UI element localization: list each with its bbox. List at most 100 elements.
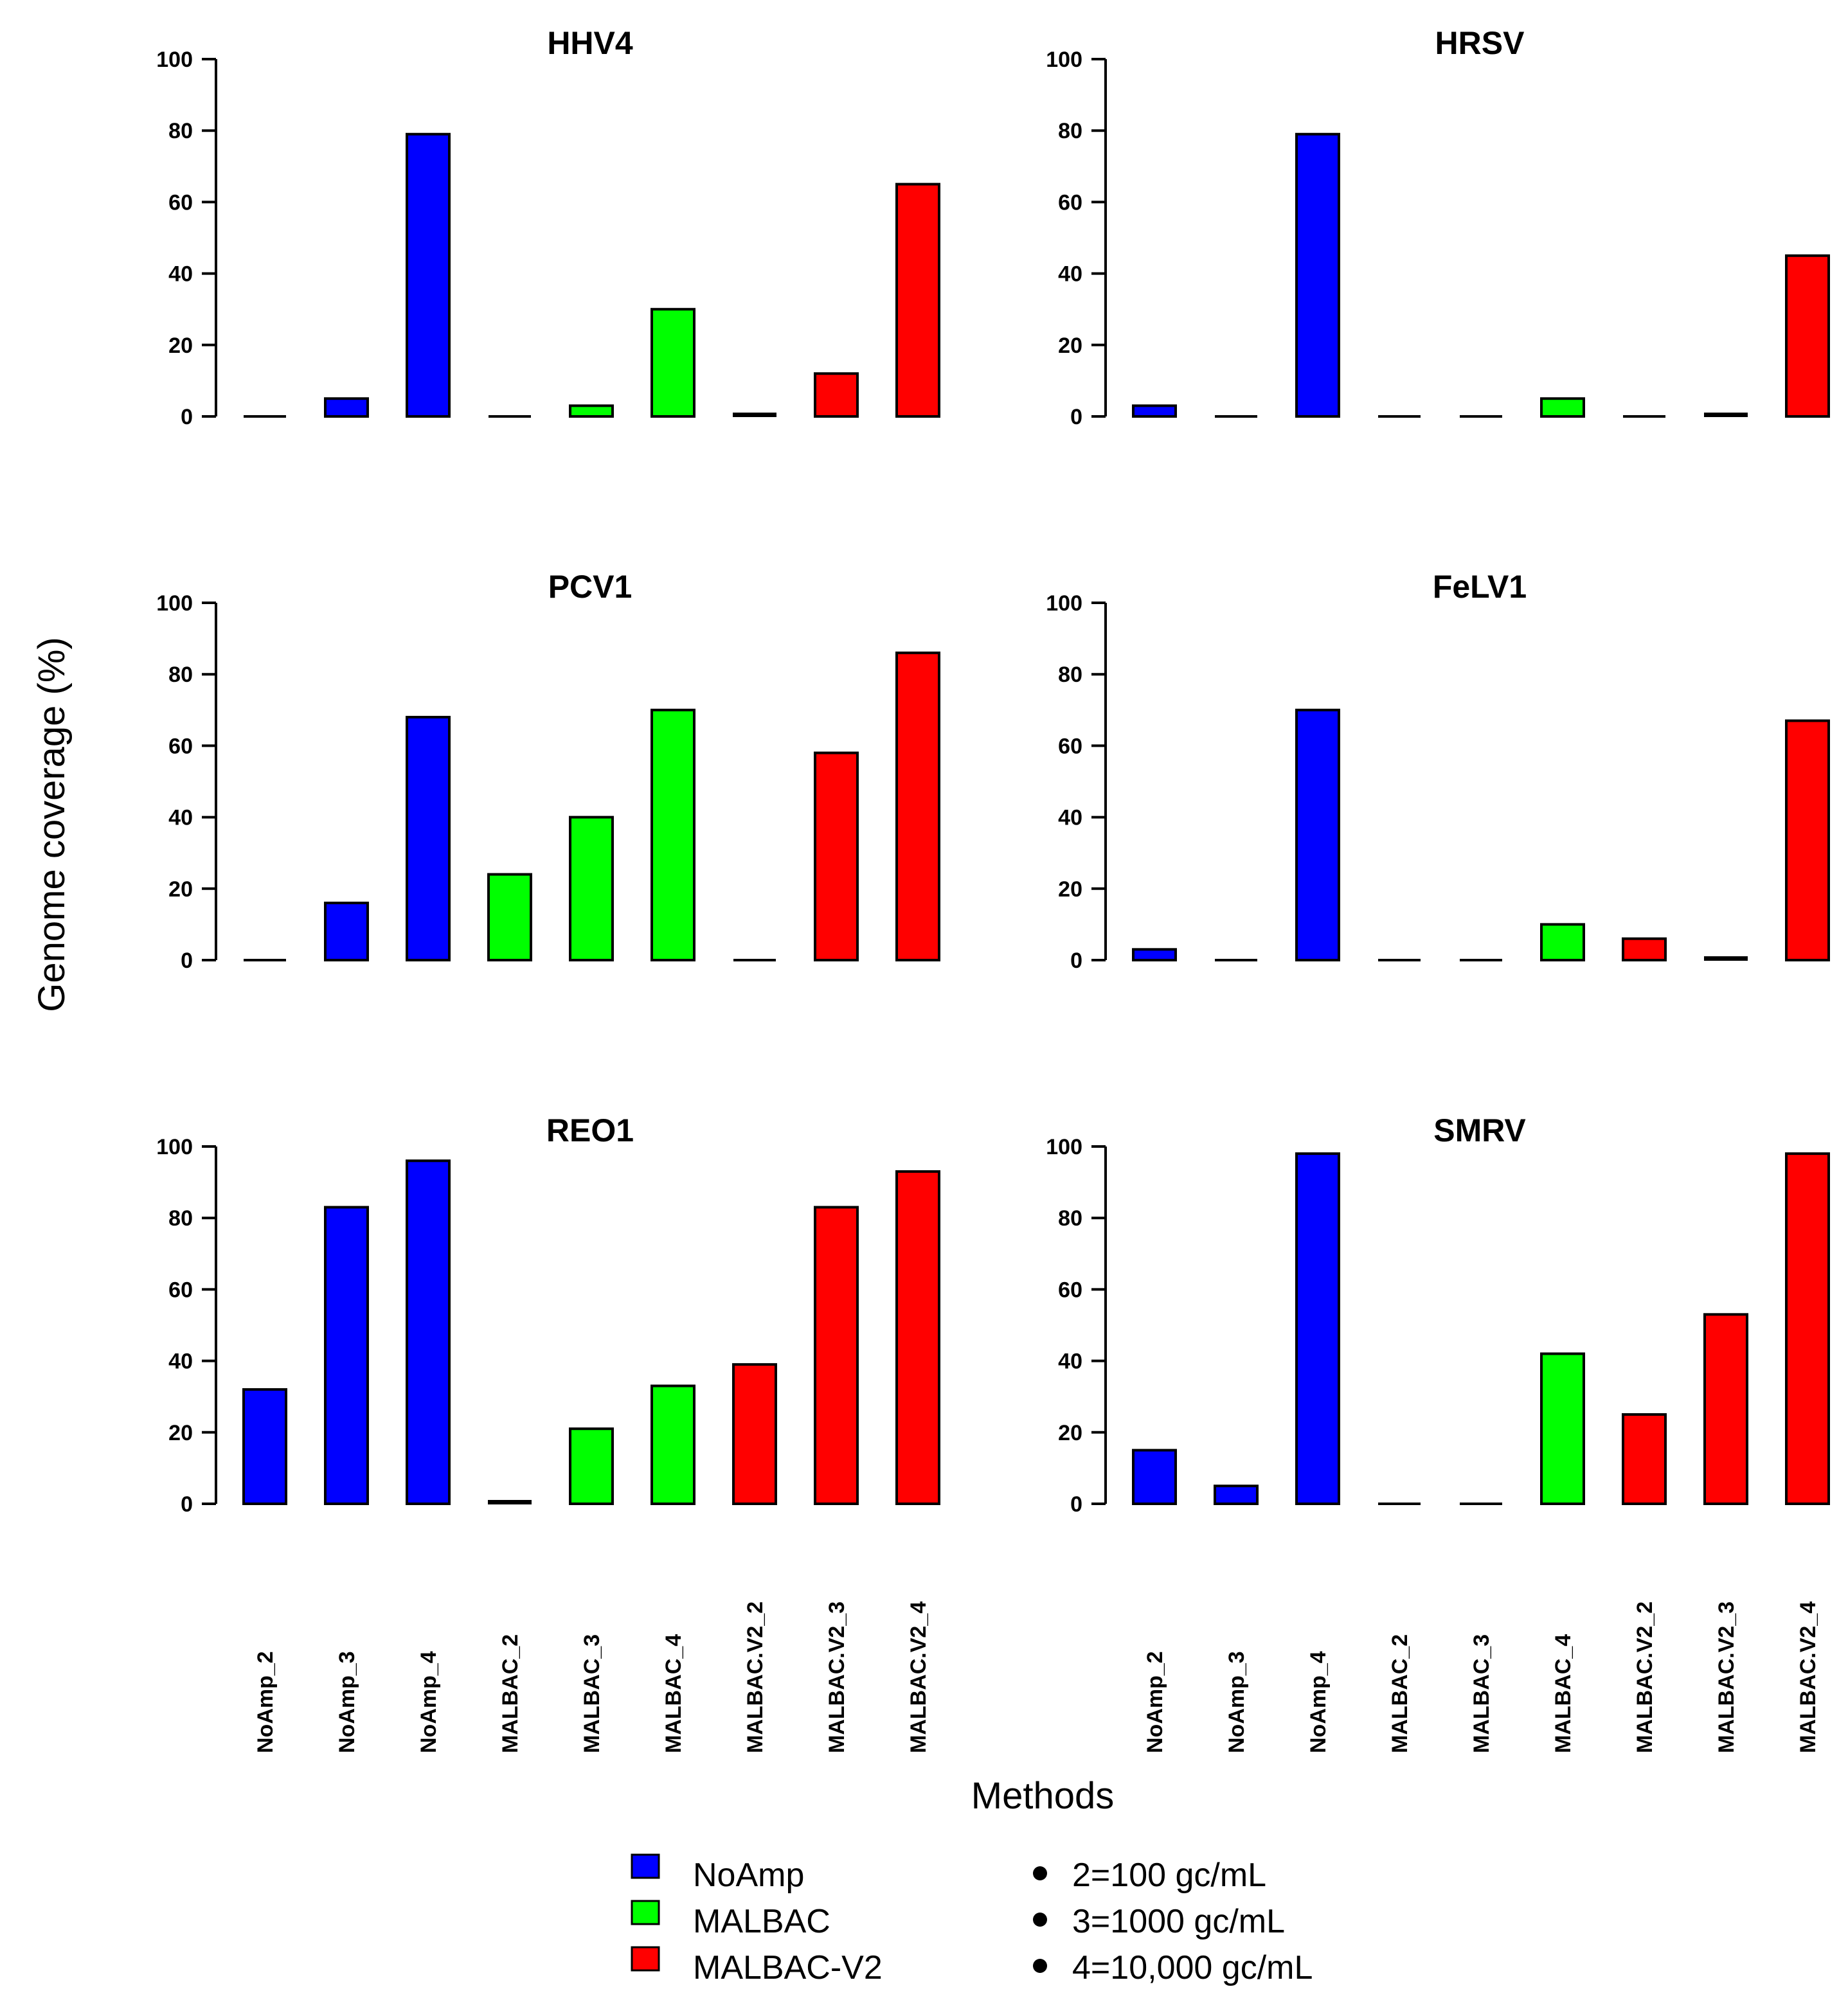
x-tick-label-reo1-malbac-2: MALBAC_2: [498, 1634, 523, 1753]
y-tick-label-hhv4-0: 0: [181, 405, 193, 429]
y-tick-label-hrsv-100: 100: [1046, 48, 1082, 72]
bar-smrv-malbac-4: [1540, 1352, 1585, 1505]
bar-pcv1-noamp-4: [406, 715, 451, 962]
y-tick-label-pcv1-100: 100: [156, 591, 193, 616]
x-tick-label-smrv-malbac-v2-3: MALBAC.V2_3: [1714, 1601, 1739, 1753]
y-tick-label-pcv1-20: 20: [168, 877, 193, 902]
bar-reo1-noamp-3: [324, 1206, 369, 1506]
panel-hrsv: HRSV 0 20 40 60 80 100: [1046, 25, 1830, 429]
bar-hhv4-malbac-v2-2: [733, 413, 776, 417]
y-tick-label-felv1-80: 80: [1058, 663, 1082, 687]
bar-smrv-malbac-v2-4: [1785, 1152, 1830, 1505]
y-tick-label-reo1-80: 80: [168, 1206, 193, 1231]
panel-pcv1: PCV1 0 20 40 60 80 100: [156, 569, 940, 973]
panel-title-felv1: FeLV1: [1433, 569, 1527, 605]
y-tick-label-reo1-40: 40: [168, 1350, 193, 1374]
y-tick-label-felv1-100: 100: [1046, 591, 1082, 616]
x-tick-label-reo1-noamp-3: NoAmp_3: [335, 1651, 359, 1753]
bar-reo1-malbac-2: [488, 1500, 532, 1504]
bar-hhv4-malbac-3: [569, 404, 614, 418]
panel-title-pcv1: PCV1: [548, 569, 632, 605]
y-tick-label-hrsv-40: 40: [1058, 262, 1082, 287]
bar-felv1-malbac-v2-4: [1785, 719, 1830, 961]
bar-reo1-malbac-v2-3: [814, 1206, 859, 1506]
legend-label-conc-2: 2=100 gc/mL: [1072, 1857, 1266, 1894]
panel-reo1: REO1 0 20 40 60 80 100 NoAmp_2 NoAmp_3 NoAmp_4 MAL…: [156, 1112, 940, 1753]
y-tick-label-hrsv-80: 80: [1058, 119, 1082, 143]
bar-felv1-malbac-v2-3: [1704, 956, 1748, 961]
y-tick-label-felv1-60: 60: [1058, 734, 1082, 758]
chart-panels: HHV4 0 20 40 60 80 100 HRSV 0 20 40 60 80 100 PCV1 0 20 4…: [156, 25, 1830, 1753]
legend-swatch-malbac: [631, 1900, 660, 1925]
legend-dot-conc-3: [1033, 1913, 1047, 1927]
panel-title-smrv: SMRV: [1433, 1112, 1526, 1148]
bar-reo1-malbac-3: [569, 1427, 614, 1505]
panel-title-reo1: REO1: [546, 1112, 634, 1148]
x-tick-label-smrv-malbac-v2-4: MALBAC.V2_4: [1796, 1601, 1820, 1753]
panel-felv1: FeLV1 0 20 40 60 80 100: [1046, 569, 1830, 973]
bar-pcv1-malbac-3: [569, 816, 614, 961]
bar-smrv-noamp-3: [1214, 1485, 1259, 1505]
legend-label-noamp: NoAmp: [693, 1857, 804, 1894]
bar-hrsv-malbac-v2-3: [1704, 413, 1748, 417]
x-tick-label-smrv-noamp-4: NoAmp_4: [1306, 1651, 1331, 1753]
legend-swatch-malbac-v2: [631, 1946, 660, 1972]
bar-pcv1-malbac-4: [650, 708, 695, 962]
y-tick-label-pcv1-80: 80: [168, 663, 193, 687]
bar-reo1-malbac-v2-4: [895, 1170, 940, 1506]
legend-swatch-noamp: [631, 1853, 660, 1879]
x-tick-label-smrv-malbac-v2-2: MALBAC.V2_2: [1633, 1601, 1657, 1753]
x-axis-title: Methods: [971, 1775, 1114, 1817]
legend-label-malbac-v2: MALBAC-V2: [693, 1949, 883, 1986]
x-tick-label-smrv-noamp-3: NoAmp_3: [1225, 1651, 1249, 1753]
y-tick-label-hrsv-0: 0: [1070, 405, 1082, 429]
bar-hrsv-malbac-v2-4: [1785, 254, 1830, 418]
y-tick-label-felv1-20: 20: [1058, 877, 1082, 902]
legend-label-conc-3: 3=1000 gc/mL: [1072, 1903, 1285, 1940]
bar-hrsv-noamp-2: [1132, 404, 1177, 418]
bar-reo1-noamp-2: [242, 1388, 287, 1506]
y-tick-label-smrv-40: 40: [1058, 1350, 1082, 1374]
x-tick-label-reo1-malbac-v2-4: MALBAC.V2_4: [906, 1601, 931, 1753]
y-tick-label-pcv1-40: 40: [168, 806, 193, 830]
panel-smrv: SMRV 0 20 40 60 80 100 NoAmp_2 NoAmp_3 NoAmp_4 MAL…: [1046, 1112, 1830, 1753]
bar-felv1-malbac-4: [1540, 923, 1585, 962]
bar-felv1-noamp-4: [1295, 708, 1340, 962]
y-tick-label-hhv4-60: 60: [168, 190, 193, 215]
y-tick-label-pcv1-0: 0: [181, 949, 193, 973]
legend-label-malbac: MALBAC: [693, 1903, 830, 1940]
y-tick-label-reo1-60: 60: [168, 1278, 193, 1302]
x-tick-label-reo1-malbac-v2-3: MALBAC.V2_3: [825, 1601, 849, 1753]
x-tick-label-reo1-malbac-4: MALBAC_4: [661, 1634, 686, 1753]
legend: NoAmp MALBAC MALBAC-V2 2=100 gc/mL 3=100…: [631, 1853, 1313, 1986]
x-tick-label-smrv-noamp-2: NoAmp_2: [1143, 1651, 1167, 1753]
x-tick-label-reo1-malbac-3: MALBAC_3: [580, 1634, 604, 1753]
y-tick-label-smrv-80: 80: [1058, 1206, 1082, 1231]
y-tick-label-smrv-100: 100: [1046, 1135, 1082, 1159]
bar-smrv-noamp-4: [1295, 1152, 1340, 1505]
y-tick-label-reo1-0: 0: [181, 1492, 193, 1517]
bar-pcv1-malbac-v2-4: [895, 651, 940, 962]
y-tick-label-hrsv-20: 20: [1058, 334, 1082, 358]
bar-hrsv-malbac-4: [1540, 397, 1585, 418]
legend-dot-conc-2: [1033, 1866, 1047, 1880]
bar-hhv4-malbac-4: [650, 308, 695, 418]
bar-hhv4-noamp-4: [406, 132, 451, 418]
y-tick-label-reo1-100: 100: [156, 1135, 193, 1159]
x-tick-label-smrv-malbac-2: MALBAC_2: [1388, 1634, 1412, 1753]
x-tick-label-smrv-malbac-3: MALBAC_3: [1469, 1634, 1494, 1753]
legend-label-conc-4: 4=10,000 gc/mL: [1072, 1949, 1313, 1986]
bar-hrsv-noamp-4: [1295, 132, 1340, 418]
y-tick-label-hhv4-40: 40: [168, 262, 193, 287]
y-tick-label-felv1-0: 0: [1070, 949, 1082, 973]
x-tick-label-reo1-noamp-4: NoAmp_4: [417, 1651, 441, 1753]
bar-pcv1-malbac-2: [487, 873, 532, 962]
legend-dot-conc-4: [1033, 1959, 1047, 1973]
panel-title-hhv4: HHV4: [547, 25, 633, 61]
bar-smrv-malbac-v2-2: [1622, 1413, 1667, 1505]
bar-pcv1-noamp-3: [324, 902, 369, 962]
y-axis-title: Genome coverage (%): [31, 637, 73, 1012]
bar-reo1-malbac-4: [650, 1384, 695, 1506]
